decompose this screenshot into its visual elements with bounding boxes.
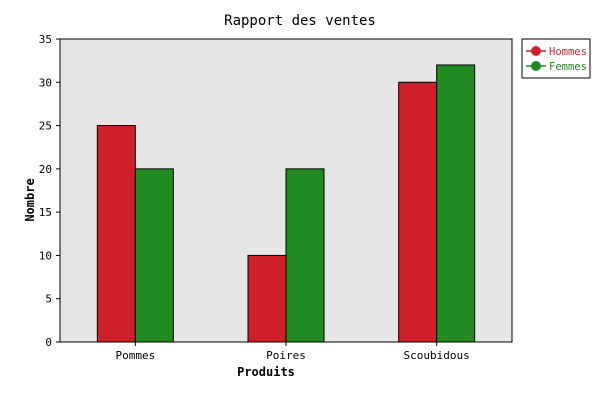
y-axis-label: Nombre <box>23 178 37 221</box>
y-tick-label: 35 <box>39 33 52 46</box>
y-tick-label: 25 <box>39 120 52 133</box>
legend-label-hommes: Hommes <box>549 46 587 58</box>
y-tick-label: 15 <box>39 206 52 219</box>
y-axis: 0 5 10 15 20 25 30 35 <box>39 33 60 349</box>
bar-hommes-pommes <box>96 125 136 343</box>
bar-hommes-poires <box>247 254 287 343</box>
x-axis: Pommes Poires Scoubidous <box>115 342 470 362</box>
bar-femmes-poires <box>285 168 325 343</box>
legend-box <box>521 38 591 79</box>
y-tick-label: 30 <box>39 76 52 89</box>
bar-hommes-scoubidous <box>398 81 438 343</box>
x-tick-label: Poires <box>266 349 306 362</box>
x-tick-label: Scoubidous <box>404 349 470 362</box>
legend-marker <box>531 61 541 71</box>
bars <box>96 64 476 343</box>
legend-marker <box>531 46 541 56</box>
y-tick-label: 10 <box>39 249 52 262</box>
legend: Hommes Femmes <box>521 38 591 79</box>
bar-femmes-pommes <box>134 168 174 343</box>
chart-title: Rapport des ventes <box>224 13 376 29</box>
y-tick-label: 20 <box>39 163 52 176</box>
bar-femmes-scoubidous <box>436 64 476 343</box>
y-tick-label: 5 <box>45 293 52 306</box>
x-tick-label: Pommes <box>115 349 155 362</box>
x-axis-label: Produits <box>237 365 295 379</box>
legend-label-femmes: Femmes <box>549 61 587 73</box>
y-tick-label: 0 <box>45 336 52 349</box>
